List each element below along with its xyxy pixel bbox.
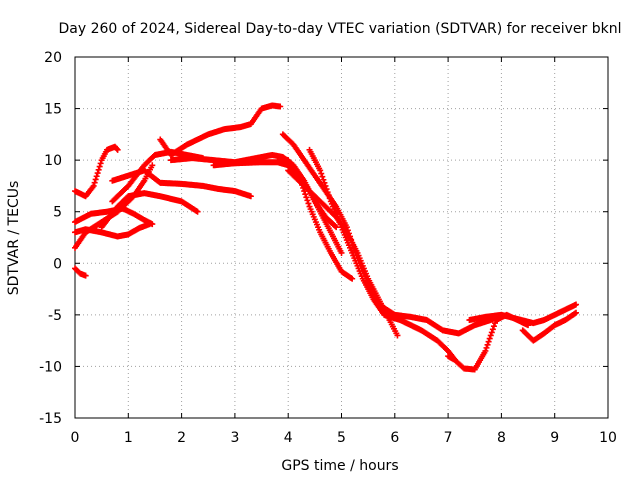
data-point [326, 195, 333, 202]
y-axis-label: SDTVAR / TECUs [6, 181, 22, 296]
x-tick-label: 7 [444, 430, 453, 446]
data-point [482, 347, 489, 354]
data-point [324, 189, 331, 196]
data-point [97, 160, 104, 167]
data-point [323, 186, 330, 193]
y-tick-label: 0 [53, 256, 62, 272]
data-point [94, 170, 101, 177]
x-tick-label: 0 [71, 430, 80, 446]
data-point [90, 182, 97, 189]
data-point [194, 208, 201, 215]
series-track-1 [72, 143, 121, 200]
x-tick-label: 9 [550, 430, 559, 446]
series-track-7 [109, 167, 254, 200]
y-tick-label: 5 [53, 205, 62, 221]
series-track-9 [157, 102, 284, 158]
data-point [303, 194, 310, 201]
x-axis-label: GPS time / hours [281, 458, 398, 474]
data-point [483, 344, 490, 351]
y-tick-label: 15 [44, 102, 62, 118]
chart-title: Day 260 of 2024, Sidereal Day-to-day VTE… [59, 21, 622, 37]
series-track-15 [306, 146, 532, 373]
data-point [450, 356, 457, 363]
data-point [487, 332, 494, 339]
data-point [492, 320, 499, 327]
series-track-13 [274, 154, 356, 282]
data-point [338, 249, 345, 256]
data-point [304, 197, 311, 204]
y-tick-label: 20 [44, 50, 62, 66]
data-point [484, 341, 491, 348]
y-tick-label: -15 [39, 411, 62, 427]
x-tick-label: 3 [230, 430, 239, 446]
series-track-6 [98, 190, 201, 231]
data-point [82, 272, 89, 279]
series-track-16 [466, 301, 580, 327]
x-tick-label: 10 [599, 430, 617, 446]
data-point [92, 176, 99, 183]
data-point [333, 224, 340, 231]
data-point [319, 173, 326, 180]
data-point [305, 200, 312, 207]
x-tick-label: 4 [284, 430, 293, 446]
data-point [302, 191, 309, 198]
data-point [488, 329, 495, 336]
y-tick-label: -5 [48, 308, 62, 324]
series-track-2 [72, 265, 89, 279]
data-marks [72, 102, 580, 373]
data-point [486, 335, 493, 342]
x-tick-label: 1 [124, 430, 133, 446]
data-point [93, 173, 100, 180]
x-tick-label: 6 [390, 430, 399, 446]
data-point [321, 179, 328, 186]
data-point [489, 326, 496, 333]
data-point [113, 145, 120, 152]
data-point [349, 275, 356, 282]
data-point [394, 332, 401, 339]
x-tick-label: 2 [177, 430, 186, 446]
data-point [332, 223, 339, 230]
data-point [325, 192, 332, 199]
data-point [573, 301, 580, 308]
data-point [318, 170, 325, 177]
series-track-17 [445, 353, 457, 363]
data-point [247, 193, 254, 200]
data-point [573, 309, 580, 316]
data-point [322, 182, 329, 189]
data-point [490, 323, 497, 330]
x-tick-label: 8 [497, 430, 506, 446]
grid [75, 57, 608, 418]
data-point [91, 179, 98, 186]
data-point [277, 103, 284, 110]
y-tick-label: 10 [44, 153, 62, 169]
data-point [95, 166, 102, 173]
series-track-18 [519, 309, 580, 344]
data-point [295, 172, 302, 179]
data-point [96, 163, 103, 170]
data-point [317, 167, 324, 174]
axis-ticks: 0 1 2 3 4 5 6 7 8 9 10 -15 -10 -5 0 5 10 15 20 [39, 50, 617, 446]
data-point [301, 188, 308, 195]
data-point [146, 221, 153, 228]
x-tick-label: 5 [337, 430, 346, 446]
data-point [114, 146, 121, 153]
data-point [149, 162, 156, 169]
data-point [320, 176, 327, 183]
data-point [485, 338, 492, 345]
y-tick-label: -10 [39, 359, 62, 375]
